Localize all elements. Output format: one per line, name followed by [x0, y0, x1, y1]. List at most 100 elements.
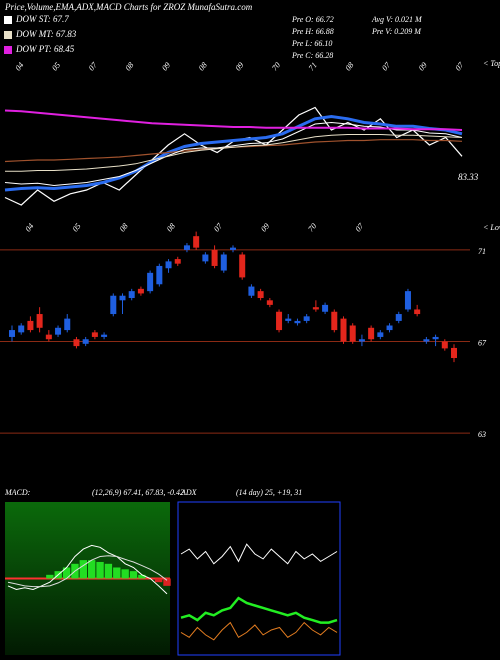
series-line	[4, 114, 463, 192]
legend-label: DOW MT: 67.83	[15, 29, 77, 39]
series-line	[180, 543, 338, 565]
value-label: 83.33	[458, 172, 479, 182]
candle-body	[377, 332, 384, 337]
candle-body	[147, 272, 154, 292]
candle-body	[294, 320, 301, 324]
panel-title: MACD:	[4, 488, 31, 497]
histogram-bar	[96, 561, 104, 579]
candle-body	[358, 339, 365, 342]
candle-body	[119, 295, 126, 301]
candle-body	[36, 314, 43, 328]
candle-body	[27, 320, 34, 331]
date-label: 70	[306, 222, 318, 234]
candle-body	[331, 311, 338, 331]
legend-swatch	[4, 16, 12, 24]
candle-body	[91, 332, 98, 337]
date-label: 04	[23, 222, 35, 234]
date-label: 05	[71, 222, 83, 234]
histogram-bar	[121, 569, 129, 579]
candle-body	[55, 327, 62, 335]
y-tick-label: 63	[478, 430, 486, 439]
series-line	[5, 134, 463, 172]
candle-body	[432, 336, 439, 340]
candle-body	[340, 318, 347, 342]
date-label: 09	[259, 222, 271, 234]
candle-body	[414, 309, 421, 315]
series-line	[7, 555, 168, 588]
note: < Lows	[483, 223, 500, 232]
panel-subtitle: (12,26,9) 67.41, 67.83, -0.42	[92, 488, 184, 497]
candle-body	[220, 254, 227, 271]
candle-body	[45, 334, 52, 340]
candle-body	[404, 291, 411, 310]
candle-body	[285, 318, 292, 321]
histogram-bar	[163, 578, 171, 586]
series-line	[180, 596, 338, 624]
candle-body	[156, 265, 163, 285]
chart-title: Price,Volume,EMA,ADX,MACD Charts for ZRO…	[4, 2, 253, 12]
stat: Pre H: 66.88	[291, 27, 334, 36]
stat: Pre V: 0.209 M	[371, 27, 422, 36]
legend-swatch	[4, 46, 12, 54]
candle-body	[211, 249, 218, 266]
date-label: 08	[165, 222, 177, 234]
candle-body	[349, 325, 356, 342]
date-label: 08	[197, 61, 209, 73]
candle-body	[451, 347, 457, 359]
legend-swatch	[4, 31, 12, 39]
legend-label: DOW PT: 68.45	[15, 44, 75, 54]
candle-body	[230, 247, 236, 250]
candle-body	[128, 291, 135, 299]
candle-body	[322, 304, 329, 312]
histogram-bar	[138, 574, 146, 579]
stat: Pre O: 66.72	[291, 15, 334, 24]
histogram-bar	[46, 574, 54, 579]
date-label: 09	[160, 61, 172, 73]
candle-body	[368, 327, 375, 340]
candle-body	[73, 339, 80, 347]
candle-body	[82, 339, 89, 344]
date-label: 70	[270, 61, 282, 73]
y-tick-label: 71	[478, 247, 486, 256]
note: < Tops	[483, 59, 500, 68]
series-line	[7, 544, 168, 595]
candle-body	[248, 286, 255, 296]
candle-body	[386, 325, 393, 331]
candle-body	[441, 341, 448, 349]
date-label: 04	[13, 61, 25, 73]
series-line	[4, 109, 463, 131]
date-label: 08	[118, 222, 130, 234]
date-label: 09	[233, 61, 245, 73]
candle-body	[64, 318, 71, 331]
candle-body	[18, 325, 25, 333]
histogram-bar	[113, 567, 121, 579]
date-label: 09	[417, 61, 429, 73]
candle-body	[9, 330, 15, 337]
candle-body	[174, 259, 181, 264]
candle-body	[137, 288, 144, 294]
y-tick-label: 67	[478, 338, 487, 347]
candle-body	[202, 254, 209, 262]
candle-body	[423, 339, 430, 342]
legend-label: DOW ST: 67.7	[15, 14, 69, 24]
histogram-bar	[154, 578, 163, 583]
date-label: 05	[50, 61, 62, 73]
candle-body	[183, 245, 190, 250]
panel-subtitle: (14 day) 25, +19, 31	[236, 488, 302, 497]
histogram-bar	[79, 560, 87, 579]
candle-body	[239, 254, 246, 278]
candle-body	[303, 316, 310, 321]
candle-body	[257, 291, 264, 299]
candle-body	[193, 236, 200, 248]
date-label: 71	[307, 61, 319, 73]
histogram-bar	[104, 563, 113, 579]
stat: Pre L: 66.10	[291, 39, 332, 48]
histogram-bar	[88, 560, 96, 579]
stat: Pre C: 66.28	[291, 51, 333, 60]
series-line	[180, 621, 338, 641]
candle-body	[276, 311, 283, 331]
stat: Avg V: 0.021 M	[371, 15, 423, 24]
panel-title: ADX	[180, 488, 198, 497]
candle-body	[266, 300, 273, 305]
